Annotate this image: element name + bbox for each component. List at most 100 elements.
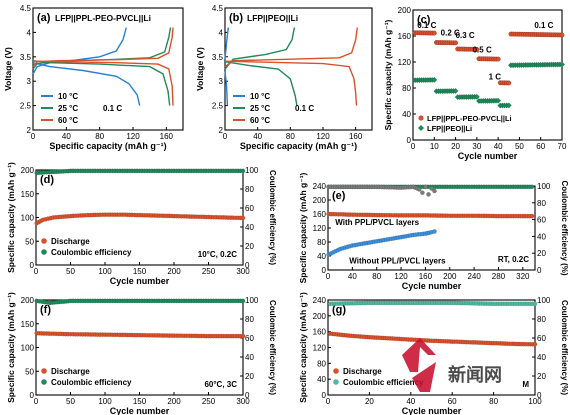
x-tick-label: 200 — [167, 397, 181, 406]
legend-label: 60 °C — [58, 116, 78, 125]
x-tick-label: 100 — [98, 267, 112, 276]
test-condition: 60°C, 3C — [204, 380, 237, 389]
y2-tick-label: 80 — [537, 315, 546, 324]
rate-annotation: 0.5 C — [473, 45, 492, 54]
y-tick-label: 2 — [219, 126, 224, 135]
series-annotation: Without PPL/PVCL layers — [349, 257, 446, 266]
y2-tick-label: 20 — [245, 242, 254, 251]
y-tick-label: 200 — [21, 166, 35, 175]
y-tick-label: 100 — [21, 214, 35, 223]
legend-label: LFP||PPL-PEO-PVCL||Li — [427, 114, 512, 123]
x-tick-label: 0 — [34, 397, 39, 406]
x-axis-label: Cycle number — [402, 281, 462, 291]
y2-tick-label: 100 — [537, 296, 551, 305]
x-tick-label: 0 — [31, 132, 36, 141]
y-tick-label: 4 — [27, 28, 32, 37]
legend-label: Discharge — [343, 367, 382, 376]
x-tick-label: 20 — [365, 397, 374, 406]
test-condition: RT, 0.2C — [498, 255, 529, 264]
x-tick-label: 10 — [430, 142, 439, 151]
legend-swatch — [41, 379, 47, 385]
panel-letter: (d) — [40, 174, 54, 186]
rate-annotation: 0.1 C — [534, 21, 553, 30]
x-tick-label: 280 — [492, 272, 506, 281]
y2-axis-label: Coulombic efficiency (%) — [268, 300, 277, 395]
y-tick-label: 2 — [27, 126, 32, 135]
y-tick-label: 0 — [322, 391, 327, 400]
panel-title: LFP||PEO||Li — [247, 13, 298, 23]
y-tick-label: 2.5 — [20, 102, 32, 111]
y2-axis-label: Coulombic efficiency (%) — [268, 170, 277, 265]
test-condition: M — [522, 380, 529, 389]
legend-label: LFP||PEO||Li — [427, 124, 472, 133]
y2-tick-label: 20 — [537, 249, 546, 258]
y-axis-label: Specific capacity (mAh g⁻¹) — [6, 292, 16, 403]
legend-label: Coulombic efficiency — [51, 378, 132, 387]
legend-swatch — [333, 379, 339, 385]
x-tick-label: 0 — [34, 267, 39, 276]
y-tick-label: 40 — [317, 252, 326, 261]
rate-annotation: 0.3 C — [456, 31, 475, 40]
y-tick-label: 40 — [402, 110, 411, 119]
data-point — [507, 81, 511, 85]
data-point — [530, 214, 534, 218]
y-axis-label: Specific capacity (mAh g⁻¹) — [298, 172, 308, 283]
y-tick-label: 240 — [313, 296, 327, 305]
legend-label: Coulombic efficiency — [51, 248, 132, 257]
y-axis-label: Voltage (V) — [195, 47, 205, 91]
y-tick-label: 120 — [313, 344, 327, 353]
test-condition: 10°C, 0.2C — [198, 250, 237, 259]
x-tick-label: 80 — [489, 397, 498, 406]
y-tick-label: 4.5 — [212, 4, 224, 13]
y-tick-label: 200 — [398, 6, 412, 15]
series-line-charge — [225, 28, 357, 67]
y-tick-label: 160 — [313, 210, 327, 219]
legend-swatch — [418, 115, 423, 120]
legend-label: 60 °C — [250, 116, 270, 125]
y2-tick-label: 20 — [537, 372, 546, 381]
panel-a: 0 40 80 120 160 2 2.5 3 3.5 4 4.5 Specific capacity… — [3, 4, 183, 151]
y-tick-label: 0 — [30, 261, 35, 270]
x-tick-label: 240 — [467, 272, 481, 281]
x-tick-label: 40 — [494, 142, 503, 151]
y-tick-label: 3 — [219, 77, 224, 86]
x-tick-label: 200 — [167, 267, 181, 276]
panel-c: 0 10 20 30 40 50 60 70 0 40 80 120 160 200 Cycle numbe… — [383, 6, 567, 161]
legend-label: 10 °C — [58, 92, 78, 101]
panel-d: 0 50 100 150 200 250 3000501001502000204060801… — [6, 162, 277, 286]
y2-tick-label: 20 — [245, 372, 254, 381]
y2-tick-label: 40 — [537, 353, 546, 362]
y-tick-label: 240 — [313, 182, 327, 191]
x-tick-label: 50 — [66, 267, 75, 276]
y2-tick-label: 40 — [537, 232, 546, 241]
x-tick-label: 160 — [349, 132, 363, 141]
x-tick-label: 40 — [406, 397, 415, 406]
y-axis-label: Specific capacity (mAh g⁻¹) — [6, 162, 16, 273]
x-tick-label: 160 — [160, 132, 174, 141]
y-tick-label: 150 — [21, 320, 35, 329]
y-axis-label: Voltage (V) — [3, 47, 13, 91]
x-tick-label: 80 — [95, 132, 104, 141]
data-point — [560, 33, 564, 37]
y-tick-label: 200 — [313, 312, 327, 321]
panel-letter: (g) — [332, 304, 346, 316]
y2-axis-label: Coulombic efficiency (%) — [560, 180, 569, 275]
x-tick-label: 120 — [316, 132, 330, 141]
data-point — [426, 192, 430, 196]
legend-swatch — [333, 368, 339, 374]
x-tick-label: 250 — [202, 267, 216, 276]
x-tick-label: 150 — [133, 397, 147, 406]
panel-b: 0 40 80 120 16022.533.544.5Specific capacity… — [195, 4, 372, 151]
y2-tick-label: 0 — [245, 261, 250, 270]
x-tick-label: 200 — [443, 272, 457, 281]
y-tick-label: 3.5 — [20, 53, 32, 62]
panel-letter: (a) — [37, 12, 51, 24]
y-tick-label: 80 — [317, 238, 326, 247]
y2-tick-label: 60 — [245, 334, 254, 343]
x-tick-label: 0 — [411, 142, 416, 151]
y-tick-label: 80 — [317, 359, 326, 368]
series-line-charge — [33, 28, 173, 67]
y2-tick-label: 60 — [537, 334, 546, 343]
y-tick-label: 2.5 — [212, 102, 224, 111]
